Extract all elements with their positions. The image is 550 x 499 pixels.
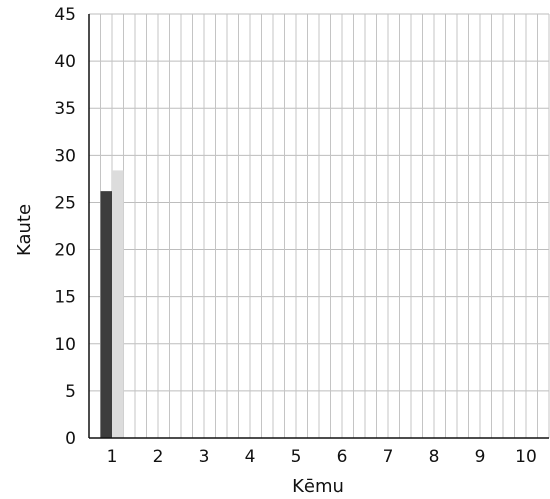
x-tick-label-8: 8 (429, 447, 440, 467)
x-tick-label-10: 10 (515, 447, 537, 467)
y-axis-title: Kaute (14, 204, 35, 256)
y-tick-label-0: 0 (65, 429, 76, 449)
bar-series2-1 (112, 170, 124, 439)
grid-lines (89, 13, 550, 438)
y-tick-label-40: 40 (54, 52, 76, 72)
x-tick-label-1: 1 (107, 447, 118, 467)
x-tick-label-6: 6 (337, 447, 348, 467)
y-tick-label-30: 30 (54, 146, 76, 166)
x-tick-label-7: 7 (383, 447, 394, 467)
y-tick-labels: 0 5 10 15 20 25 30 35 40 45 (54, 5, 76, 449)
x-tick-label-2: 2 (153, 447, 164, 467)
y-tick-label-20: 20 (54, 241, 76, 261)
x-tick-label-5: 5 (291, 447, 302, 467)
x-axis-title: Kēmu (292, 476, 344, 497)
bars (100, 170, 124, 439)
x-tick-label-3: 3 (199, 447, 210, 467)
y-tick-label-45: 45 (54, 5, 76, 25)
y-tick-label-15: 15 (54, 288, 76, 308)
x-tick-labels: 1 2 3 4 5 6 7 8 9 10 (107, 447, 537, 467)
bar-series1-1 (100, 191, 112, 438)
y-tick-label-10: 10 (54, 335, 76, 355)
y-tick-label-35: 35 (54, 99, 76, 119)
y-tick-label-5: 5 (65, 382, 76, 402)
x-tick-label-9: 9 (475, 447, 486, 467)
x-tick-label-4: 4 (245, 447, 256, 467)
y-tick-label-25: 25 (54, 193, 76, 213)
axes (88, 14, 549, 439)
